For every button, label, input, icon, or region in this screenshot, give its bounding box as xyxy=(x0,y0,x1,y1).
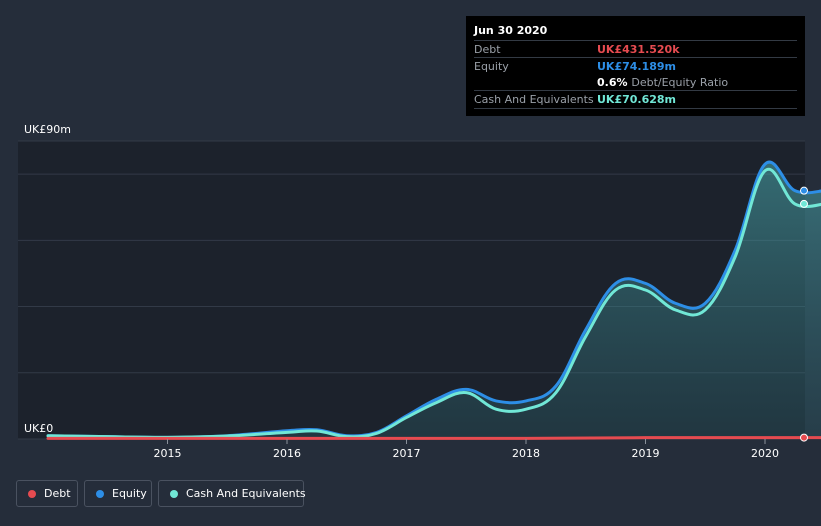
cash-line xyxy=(46,167,821,439)
debt-end-marker xyxy=(800,433,808,442)
series-lines xyxy=(46,160,821,440)
legend-item-debt[interactable]: Debt xyxy=(16,480,78,507)
tooltip-debt-label: Debt xyxy=(474,43,501,56)
x-axis-ticks: 2015 2016 2017 2018 2019 2020 xyxy=(154,439,779,460)
tooltip-debt-value: UK£431.520k xyxy=(597,43,680,56)
debt-line xyxy=(46,436,821,440)
series-end-markers xyxy=(800,186,808,442)
legend-item-equity[interactable]: Equity xyxy=(84,480,152,507)
x-tick-label: 2016 xyxy=(273,447,301,460)
legend-debt-dot xyxy=(28,490,36,498)
tooltip-ratio-label: Debt/Equity Ratio xyxy=(631,76,729,89)
y-axis-ticks: UK£90m UK£0 xyxy=(24,123,71,435)
equity-end-marker xyxy=(800,186,808,195)
cash-end-marker xyxy=(800,199,808,208)
tooltip-cash-label: Cash And Equivalents xyxy=(474,93,594,106)
legend-item-cash[interactable]: Cash And Equivalents xyxy=(158,480,306,507)
y-tick-max: UK£90m xyxy=(24,123,71,136)
tooltip: Jun 30 2020 Debt UK£431.520k Equity UK£7… xyxy=(466,16,805,116)
legend-debt-label: Debt xyxy=(44,487,71,500)
x-tick-label: 2015 xyxy=(154,447,182,460)
tooltip-cash-value: UK£70.628m xyxy=(597,93,677,106)
x-tick-label: 2017 xyxy=(393,447,421,460)
series-areas xyxy=(48,162,821,439)
tooltip-ratio-value: 0.6% xyxy=(597,76,628,89)
x-tick-label: 2019 xyxy=(632,447,660,460)
tooltip-equity-value: UK£74.189m xyxy=(597,60,677,73)
tooltip-row-cash: Cash And Equivalents UK£70.628m xyxy=(474,90,797,109)
tooltip-row-ratio: 0.6% Debt/Equity Ratio xyxy=(474,74,797,91)
legend-cash-label: Cash And Equivalents xyxy=(186,487,306,500)
legend-equity-dot xyxy=(96,490,104,498)
legend-cash-dot xyxy=(170,490,178,498)
tooltip-row-equity: Equity UK£74.189m xyxy=(474,57,797,75)
tooltip-equity-label: Equity xyxy=(474,60,509,73)
tooltip-date: Jun 30 2020 xyxy=(474,24,548,37)
equity-area xyxy=(48,162,821,439)
tooltip-row-debt: Debt UK£431.520k xyxy=(474,40,797,58)
legend-equity-label: Equity xyxy=(112,487,147,500)
tooltip-ratio: 0.6% Debt/Equity Ratio xyxy=(597,76,728,89)
x-tick-label: 2018 xyxy=(512,447,540,460)
x-tick-label: 2020 xyxy=(751,447,779,460)
y-tick-zero: UK£0 xyxy=(24,422,53,435)
